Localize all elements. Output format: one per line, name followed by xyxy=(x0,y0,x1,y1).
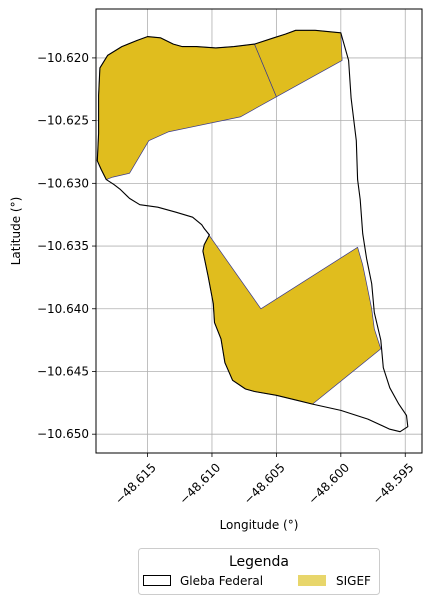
legend-label-gleba-federal: Gleba Federal xyxy=(180,574,263,588)
y-tick-label: −10.645 xyxy=(37,364,89,378)
x-axis-label: Longitude (°) xyxy=(220,518,299,532)
legend-swatch-gleba-federal xyxy=(143,575,171,586)
y-tick-label: −10.640 xyxy=(37,302,89,316)
x-axis-ticks: −48.615 −48.610 −48.605 −48.600 −48.595 xyxy=(112,453,417,507)
gleba-federal-outline xyxy=(96,29,409,433)
plot-frame xyxy=(95,8,423,454)
gleba-federal-boundary xyxy=(96,29,409,433)
sigef-parcel xyxy=(96,36,277,180)
x-tick-label: −48.605 xyxy=(241,460,288,507)
y-tick-label: −10.620 xyxy=(37,51,89,65)
y-tick-label: −10.625 xyxy=(37,114,89,128)
y-tick-label: −10.635 xyxy=(37,239,89,253)
legend-swatch-sigef xyxy=(298,575,326,586)
y-axis-ticks: −10.620 −10.625 −10.630 −10.635 −10.640 −10.6… xyxy=(37,51,96,441)
y-axis-label: Latitude (°) xyxy=(9,197,23,266)
x-tick-label: −48.610 xyxy=(177,460,224,507)
legend: Legenda Gleba Federal SIGEF xyxy=(138,548,380,595)
x-tick-label: −48.600 xyxy=(305,460,352,507)
y-tick-label: −10.650 xyxy=(37,427,89,441)
x-tick-label: −48.595 xyxy=(370,460,417,507)
legend-label-sigef: SIGEF xyxy=(336,574,371,588)
sigef-parcels xyxy=(96,29,382,405)
sigef-parcel xyxy=(201,224,382,405)
y-tick-label: −10.630 xyxy=(37,176,89,190)
legend-title: Legenda xyxy=(229,554,289,570)
x-tick-label: −48.615 xyxy=(112,460,159,507)
